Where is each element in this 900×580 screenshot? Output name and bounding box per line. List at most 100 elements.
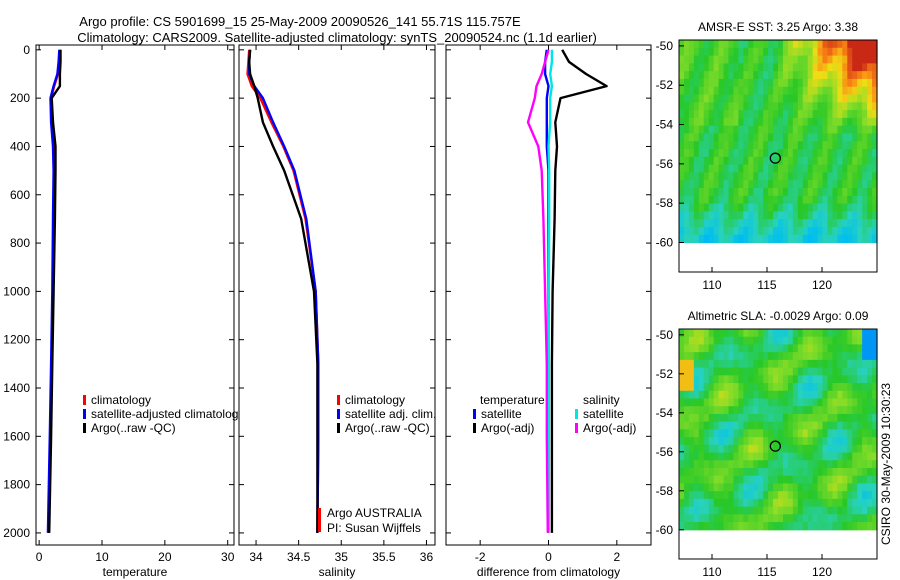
sst-map-cell [842,156,848,166]
sst-map-cell [812,47,819,57]
sst-map-cell [728,219,735,228]
sla-map-cell [753,383,759,392]
sst-map-cell [693,71,700,80]
sla-map-cell [792,359,799,369]
sla-map-cell [733,506,739,515]
sst-map-cell [753,71,759,80]
sst-map-cell [708,180,715,189]
sla-map-cell [782,398,789,407]
sst-map-cell [728,78,735,88]
sla-map-cell [763,491,769,500]
sla-map-cell [718,514,725,523]
sla-map-cell [738,452,744,461]
sst-map-cell [743,55,749,64]
sla-map-cell [693,491,700,500]
sst-map-cell [857,211,863,220]
sst-map-cell [679,47,685,57]
sla-map-cell [792,467,799,477]
sst-map-cell [832,86,838,96]
temperature-ytick-label: 1200 [3,333,30,347]
sst-map-cell [713,71,720,80]
sla-map-cell [792,506,799,515]
sst-map-cell [782,226,789,236]
sst-map-cell [832,234,838,244]
sla-map-cell [683,475,690,485]
sst-map-cell [738,94,744,103]
sla-map-cell [807,514,814,523]
sla-map-cell [802,437,809,446]
sst-map-cell [758,234,764,244]
sla-map-cell [822,498,829,508]
sla-map-cell [723,514,730,523]
sla-map-cell [718,421,725,430]
sst-map-cell [773,180,779,189]
sla-map-cell [852,514,858,523]
sst-map-cell [703,156,710,166]
sst-map-cell [787,78,794,88]
sst-map-cell [782,211,789,220]
sst-map-cell [698,78,705,88]
sst-map-cell [842,187,848,197]
sla-map-cell [683,352,690,361]
sla-map-cell [708,483,715,492]
sst-map-cell [743,149,749,158]
sst-map-cell [787,226,794,236]
sst-map-cell [698,164,705,174]
sla-map-cell [693,460,700,469]
sst-map-cell [698,133,705,142]
sla-map-cell [812,336,819,346]
sst-map-cell [787,164,794,174]
sst-map-cell [679,211,685,220]
sst-map-cell [728,195,735,205]
sla-map-cell [738,329,744,338]
sla-map-cell [733,344,739,353]
sst-map-cell [837,234,843,244]
sla-map-cell [832,359,838,369]
sst-map-cell [787,219,794,228]
sst-map-cell [733,141,739,150]
sla-map-cell [698,498,705,508]
sla-map-cell [743,506,749,515]
sla-map-cell [723,352,730,361]
sst-map-cell [713,226,720,236]
sst-map-cell [698,102,705,111]
sst-map-cell [872,172,878,181]
sla-map-cell [792,437,799,446]
sla-map-cell [723,421,730,430]
sst-map-cell [698,172,705,181]
sst-map-cell [679,40,685,49]
sla-map-cell [753,421,759,430]
sst-map-cell [792,234,799,244]
sla-map-cell [852,383,858,392]
sla-map-cell [817,406,824,415]
sla-map-cell [743,467,749,477]
sla-map-cell [733,514,739,523]
sst-map-cell [688,55,695,64]
sst-map-cell [688,156,695,166]
sst-map-cell [792,149,799,158]
sla-map-cell [738,475,744,485]
sla-map-cell [857,336,863,346]
sst-map-cell [867,141,873,150]
sst-map-cell [708,63,715,72]
sla-map-cell [812,398,819,407]
sla-map-cell [827,475,834,485]
sst-map-argo-marker [769,152,781,164]
sla-map-cell [718,336,725,346]
sla-map-cell [862,514,868,523]
sla-map-cell [728,452,735,461]
sla-map-cell [797,514,804,523]
sla-map-cell [703,367,710,376]
sla-map-cell [693,421,700,430]
sla-map-cell [797,444,804,454]
sst-map-xtick-label: 120 [812,278,832,292]
sla-map-cell [842,413,848,423]
sla-map-cell [723,429,730,438]
sla-map-cell [812,352,819,361]
sla-map-cell [857,452,863,461]
sst-map-cell [857,156,863,166]
sst-map-cell [748,172,754,181]
sst-map-cell [763,133,769,142]
sla-map-cell [703,475,710,485]
sla-map-cell [758,344,764,353]
